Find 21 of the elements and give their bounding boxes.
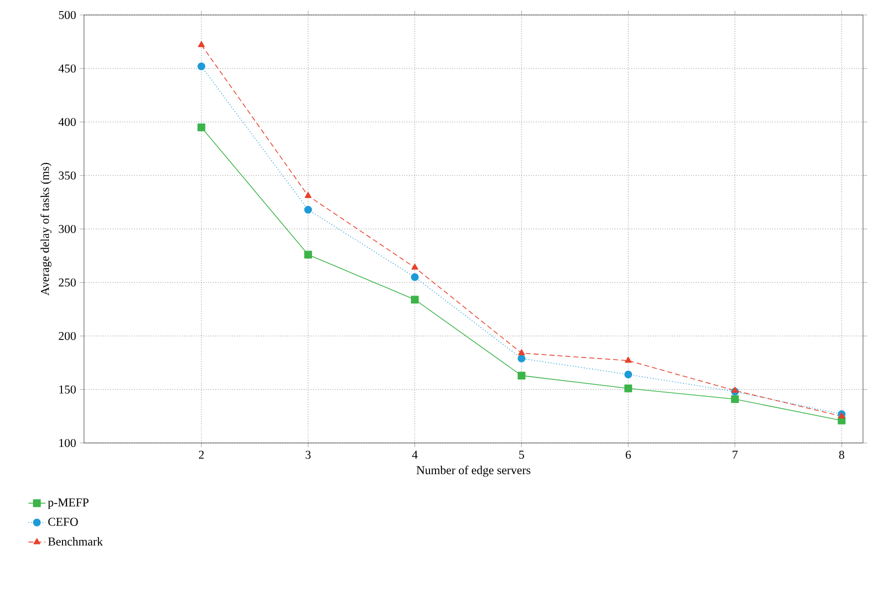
y-tick-label: 100 <box>59 438 76 448</box>
x-tick-label: 8 <box>839 450 844 459</box>
y-tick-label: 500 <box>58 10 76 20</box>
y-tick-label: 250 <box>58 278 76 287</box>
y-tick-label: 450 <box>58 64 76 73</box>
y-tick-label: 200 <box>58 332 76 340</box>
x-tick-label: 6 <box>626 450 631 459</box>
y-tick-label: 400 <box>58 118 76 126</box>
legend-label: CEFO <box>48 518 78 526</box>
x-tick-label: 7 <box>732 450 738 459</box>
x-axis-title: Number of edge servers <box>416 466 530 477</box>
x-tick-label: 3 <box>306 450 311 459</box>
legend-label: p-MEFP <box>48 498 88 509</box>
y-axis-title: Average delay of tasks (ms) <box>40 162 52 296</box>
y-tick-label: 150 <box>59 385 76 394</box>
x-tick-label: 5 <box>519 450 524 459</box>
y-tick-label: 300 <box>58 224 76 234</box>
x-tick-label: 2 <box>198 450 204 459</box>
x-tick-label: 4 <box>412 450 418 459</box>
y-tick-label: 350 <box>58 171 76 180</box>
legend-label: Benchmark <box>48 537 103 546</box>
